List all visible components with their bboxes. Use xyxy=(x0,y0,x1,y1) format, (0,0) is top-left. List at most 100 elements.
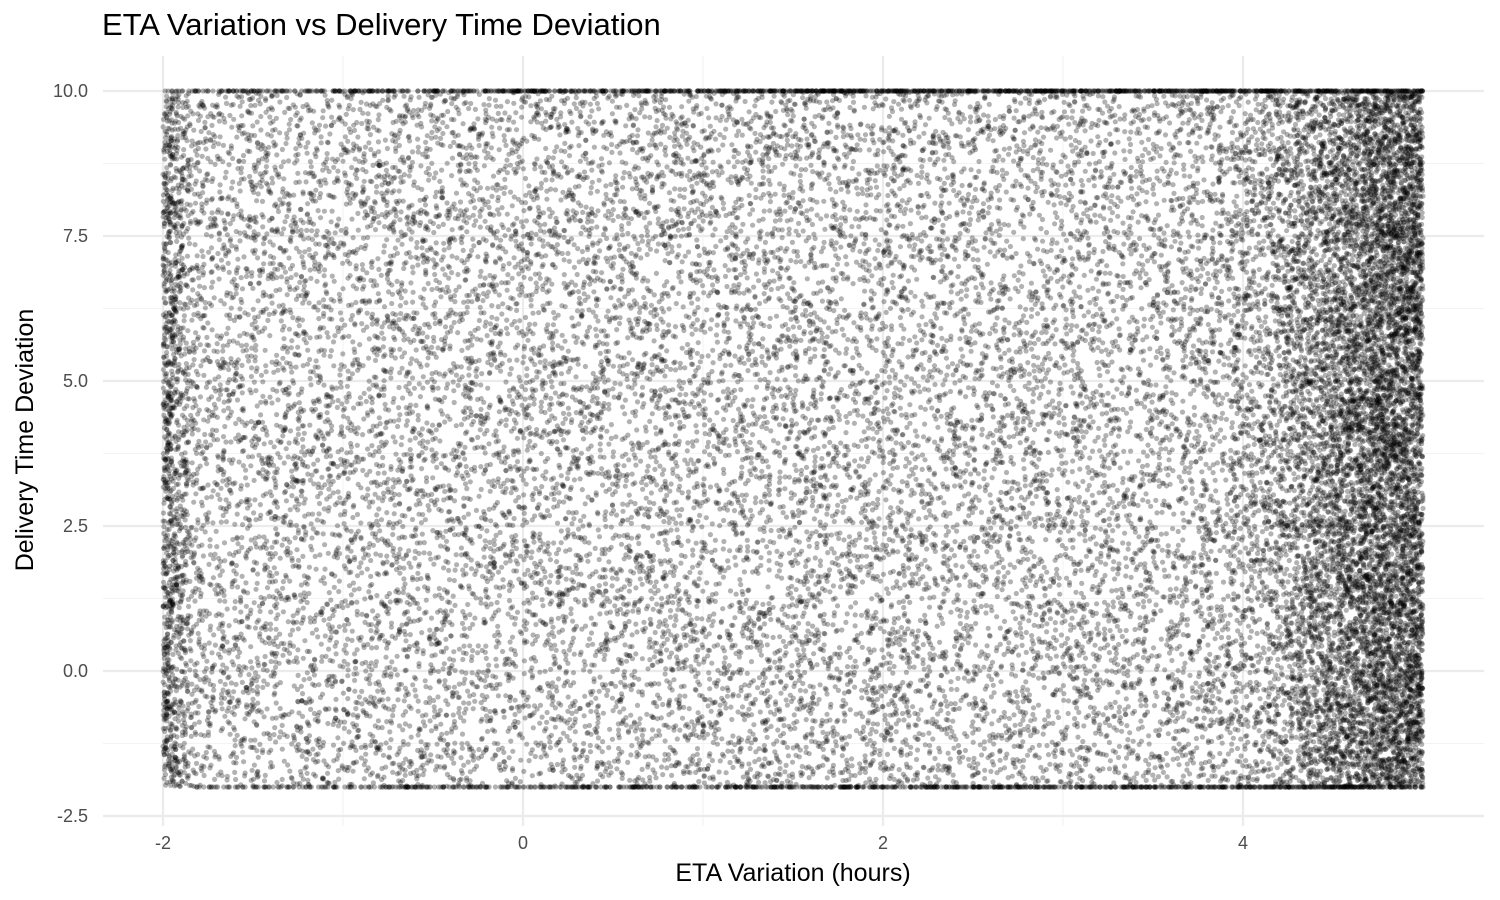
data-point xyxy=(1149,400,1154,405)
data-point xyxy=(1138,698,1143,703)
data-point xyxy=(711,160,716,165)
data-point xyxy=(271,732,276,737)
data-point xyxy=(300,691,305,696)
data-point xyxy=(322,567,327,572)
data-point xyxy=(1018,101,1023,106)
data-point xyxy=(299,254,304,259)
data-point xyxy=(307,300,312,305)
data-point xyxy=(315,517,320,522)
data-point xyxy=(622,642,627,647)
data-point xyxy=(1109,538,1114,543)
data-point xyxy=(308,276,313,281)
data-point xyxy=(597,248,602,253)
data-point xyxy=(537,670,542,675)
data-point xyxy=(243,468,248,473)
data-point xyxy=(491,478,496,483)
data-point xyxy=(1065,164,1070,169)
data-point xyxy=(335,169,340,174)
data-point xyxy=(838,440,843,445)
data-point xyxy=(232,522,237,527)
data-point xyxy=(641,620,646,625)
data-point xyxy=(1036,703,1041,708)
data-point xyxy=(1114,316,1119,321)
data-point xyxy=(1023,483,1028,488)
data-point xyxy=(660,472,665,477)
data-point xyxy=(860,645,865,650)
data-point xyxy=(452,685,457,690)
data-point xyxy=(502,138,507,143)
data-point xyxy=(365,311,370,316)
data-point xyxy=(836,176,841,181)
data-point xyxy=(710,169,715,174)
data-point xyxy=(821,199,826,204)
data-point xyxy=(837,645,842,650)
data-point xyxy=(512,712,517,717)
data-point xyxy=(1169,244,1174,249)
data-point xyxy=(1096,366,1101,371)
data-point xyxy=(386,696,391,701)
data-point xyxy=(992,254,997,259)
data-point xyxy=(1120,540,1125,545)
data-point xyxy=(181,147,186,152)
data-point xyxy=(780,235,785,240)
data-point xyxy=(859,520,864,525)
data-point xyxy=(395,238,400,243)
data-point xyxy=(1014,251,1019,256)
data-point xyxy=(698,359,703,364)
data-point xyxy=(410,265,415,270)
data-point xyxy=(432,175,437,180)
data-point xyxy=(255,571,260,576)
data-point xyxy=(304,757,309,762)
data-point xyxy=(692,405,697,410)
data-point xyxy=(240,390,245,395)
data-point xyxy=(293,146,298,151)
data-point xyxy=(768,370,773,375)
data-point xyxy=(968,471,973,476)
data-point xyxy=(513,110,518,115)
data-point xyxy=(1129,186,1134,191)
data-point xyxy=(503,143,508,148)
data-point xyxy=(745,398,750,403)
data-point xyxy=(968,104,973,109)
data-point xyxy=(450,156,455,161)
data-point xyxy=(1090,677,1095,682)
data-point xyxy=(874,336,879,341)
data-point xyxy=(1102,631,1107,636)
data-point xyxy=(1062,100,1067,105)
data-point xyxy=(788,205,793,210)
data-point xyxy=(728,705,733,710)
data-point xyxy=(219,701,224,706)
data-point xyxy=(1122,504,1127,509)
data-point xyxy=(529,555,534,560)
data-point xyxy=(1029,307,1034,312)
data-point xyxy=(329,115,334,120)
data-point xyxy=(567,259,572,264)
data-point xyxy=(1141,358,1146,363)
data-point xyxy=(952,380,957,385)
data-point xyxy=(834,719,839,724)
data-point xyxy=(1111,308,1116,313)
data-point xyxy=(640,582,645,587)
data-point xyxy=(1040,239,1045,244)
data-point xyxy=(677,187,682,192)
data-point xyxy=(450,254,455,259)
data-point xyxy=(308,335,313,340)
data-point xyxy=(252,763,257,768)
data-point xyxy=(1190,486,1195,491)
data-point xyxy=(1116,755,1121,760)
data-point xyxy=(623,123,628,128)
data-point xyxy=(1118,180,1123,185)
data-point xyxy=(1025,186,1030,191)
data-point xyxy=(1285,579,1290,584)
data-point xyxy=(1255,120,1260,125)
data-point xyxy=(226,367,231,372)
data-point xyxy=(760,336,765,341)
data-point xyxy=(293,535,298,540)
data-point xyxy=(856,224,861,229)
data-point xyxy=(517,318,522,323)
data-point xyxy=(828,187,833,192)
data-point xyxy=(416,699,421,704)
data-point xyxy=(322,209,327,214)
data-point xyxy=(740,133,745,138)
